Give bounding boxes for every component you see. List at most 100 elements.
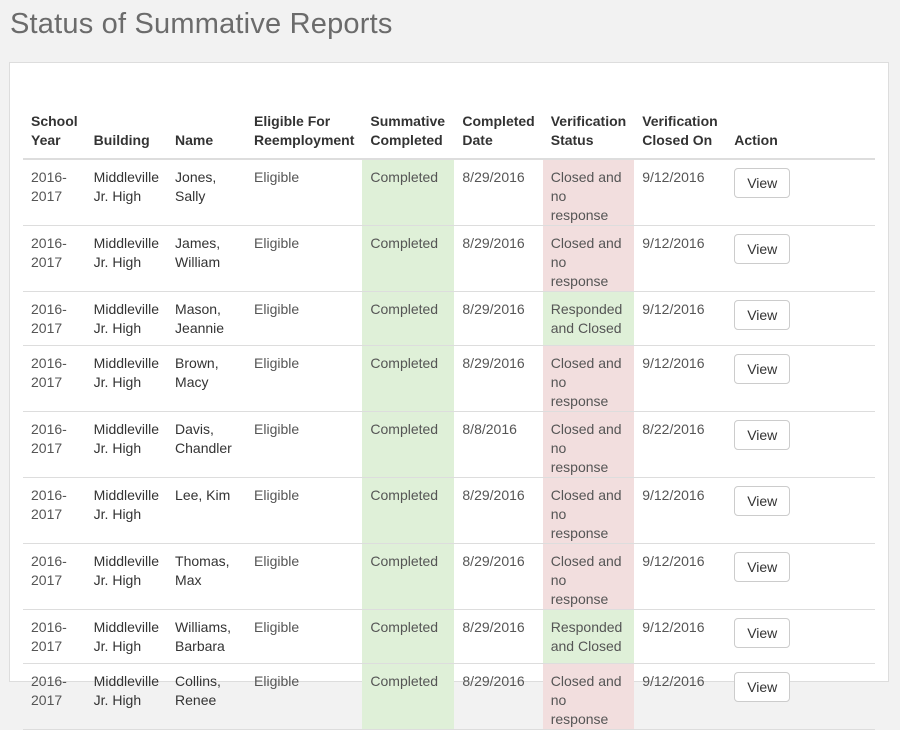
view-button[interactable]: View bbox=[734, 168, 791, 198]
cell-verification-status: Closed and no response bbox=[542, 225, 635, 292]
cell-completed-date: 8/29/2016 bbox=[454, 159, 543, 226]
cell-completed-date: 8/29/2016 bbox=[454, 609, 543, 664]
view-button[interactable]: View bbox=[734, 420, 791, 450]
header-verification-status[interactable]: Verification Status bbox=[542, 111, 635, 160]
cell-verification-closed-on: 9/12/2016 bbox=[634, 663, 727, 730]
cell-verification-status: Responded and Closed bbox=[542, 609, 635, 664]
page-title: Status of Summative Reports bbox=[10, 8, 393, 40]
cell-name: Lee, Kim bbox=[167, 477, 247, 544]
cell-name: Thomas, Max bbox=[167, 543, 247, 610]
view-button[interactable]: View bbox=[734, 300, 791, 330]
cell-verification-closed-on: 9/12/2016 bbox=[634, 543, 727, 610]
cell-school-year: 2016-2017 bbox=[23, 159, 86, 226]
header-summative-completed[interactable]: Summative Completed bbox=[362, 111, 455, 160]
table-header-row: School Year Building Name Eligible For R… bbox=[23, 111, 875, 160]
cell-summative-completed: Completed bbox=[362, 609, 455, 664]
cell-name: Williams, Barbara bbox=[167, 609, 247, 664]
cell-school-year: 2016-2017 bbox=[23, 663, 86, 730]
header-verification-closed-on[interactable]: Verification Closed On bbox=[634, 111, 727, 160]
cell-action: View bbox=[726, 225, 875, 292]
table-row: 2016-2017 Middleville Jr. High Collins, Re… bbox=[23, 663, 875, 730]
cell-building: Middleville Jr. High bbox=[85, 411, 168, 478]
cell-completed-date: 8/29/2016 bbox=[454, 291, 543, 346]
cell-summative-completed: Completed bbox=[362, 225, 455, 292]
cell-verification-status: Closed and no response bbox=[542, 543, 635, 610]
cell-verification-closed-on: 9/12/2016 bbox=[634, 477, 727, 544]
view-button[interactable]: View bbox=[734, 354, 791, 384]
cell-school-year: 2016-2017 bbox=[23, 543, 86, 610]
cell-building: Middleville Jr. High bbox=[85, 663, 168, 730]
cell-eligible: Eligible bbox=[246, 477, 363, 544]
cell-verification-status: Closed and no response bbox=[542, 477, 635, 544]
view-button[interactable]: View bbox=[734, 552, 791, 582]
cell-building: Middleville Jr. High bbox=[85, 159, 168, 226]
cell-school-year: 2016-2017 bbox=[23, 291, 86, 346]
view-button[interactable]: View bbox=[734, 234, 791, 264]
cell-summative-completed: Completed bbox=[362, 663, 455, 730]
cell-completed-date: 8/29/2016 bbox=[454, 345, 543, 412]
cell-building: Middleville Jr. High bbox=[85, 291, 168, 346]
cell-school-year: 2016-2017 bbox=[23, 411, 86, 478]
cell-name: Mason, Jeannie bbox=[167, 291, 247, 346]
view-button[interactable]: View bbox=[734, 618, 791, 648]
view-button[interactable]: View bbox=[734, 672, 791, 702]
cell-building: Middleville Jr. High bbox=[85, 345, 168, 412]
cell-eligible: Eligible bbox=[246, 159, 363, 226]
cell-eligible: Eligible bbox=[246, 291, 363, 346]
cell-name: Collins, Renee bbox=[167, 663, 247, 730]
table-row: 2016-2017 Middleville Jr. High Mason, Jean… bbox=[23, 291, 875, 346]
header-eligible[interactable]: Eligible For Reemployment bbox=[246, 111, 363, 160]
cell-building: Middleville Jr. High bbox=[85, 477, 168, 544]
cell-verification-status: Closed and no response bbox=[542, 159, 635, 226]
cell-summative-completed: Completed bbox=[362, 291, 455, 346]
cell-eligible: Eligible bbox=[246, 663, 363, 730]
table-row: 2016-2017 Middleville Jr. High Davis, Chan… bbox=[23, 411, 875, 478]
cell-eligible: Eligible bbox=[246, 225, 363, 292]
cell-name: Jones, Sally bbox=[167, 159, 247, 226]
cell-action: View bbox=[726, 609, 875, 664]
cell-name: Davis, Chandler bbox=[167, 411, 247, 478]
cell-verification-status: Closed and no response bbox=[542, 411, 635, 478]
cell-school-year: 2016-2017 bbox=[23, 345, 86, 412]
view-button[interactable]: View bbox=[734, 486, 791, 516]
cell-action: View bbox=[726, 291, 875, 346]
cell-summative-completed: Completed bbox=[362, 477, 455, 544]
header-name[interactable]: Name bbox=[167, 111, 247, 160]
cell-action: View bbox=[726, 663, 875, 730]
cell-verification-closed-on: 9/12/2016 bbox=[634, 225, 727, 292]
cell-school-year: 2016-2017 bbox=[23, 477, 86, 544]
cell-verification-closed-on: 9/12/2016 bbox=[634, 159, 727, 226]
header-building[interactable]: Building bbox=[85, 111, 168, 160]
cell-eligible: Eligible bbox=[246, 411, 363, 478]
header-completed-date[interactable]: Completed Date bbox=[454, 111, 543, 160]
cell-eligible: Eligible bbox=[246, 543, 363, 610]
cell-action: View bbox=[726, 159, 875, 226]
cell-completed-date: 8/29/2016 bbox=[454, 225, 543, 292]
cell-completed-date: 8/29/2016 bbox=[454, 477, 543, 544]
cell-summative-completed: Completed bbox=[362, 345, 455, 412]
cell-verification-closed-on: 9/12/2016 bbox=[634, 345, 727, 412]
cell-verification-closed-on: 9/12/2016 bbox=[634, 291, 727, 346]
cell-completed-date: 8/29/2016 bbox=[454, 663, 543, 730]
cell-completed-date: 8/29/2016 bbox=[454, 543, 543, 610]
header-action: Action bbox=[726, 111, 875, 160]
cell-summative-completed: Completed bbox=[362, 411, 455, 478]
cell-summative-completed: Completed bbox=[362, 543, 455, 610]
table-row: 2016-2017 Middleville Jr. High Thomas, Max… bbox=[23, 543, 875, 610]
cell-eligible: Eligible bbox=[246, 609, 363, 664]
table-row: 2016-2017 Middleville Jr. High Jones, Sall… bbox=[23, 159, 875, 226]
header-school-year[interactable]: School Year bbox=[23, 111, 86, 160]
summative-reports-table: School Year Building Name Eligible For R… bbox=[23, 111, 875, 730]
cell-verification-closed-on: 9/12/2016 bbox=[634, 609, 727, 664]
cell-name: James, William bbox=[167, 225, 247, 292]
cell-action: View bbox=[726, 411, 875, 478]
cell-building: Middleville Jr. High bbox=[85, 543, 168, 610]
cell-school-year: 2016-2017 bbox=[23, 609, 86, 664]
cell-school-year: 2016-2017 bbox=[23, 225, 86, 292]
cell-eligible: Eligible bbox=[246, 345, 363, 412]
table-row: 2016-2017 Middleville Jr. High James, Will… bbox=[23, 225, 875, 292]
cell-action: View bbox=[726, 543, 875, 610]
cell-verification-status: Responded and Closed bbox=[542, 291, 635, 346]
table-row: 2016-2017 Middleville Jr. High Williams, B… bbox=[23, 609, 875, 664]
cell-verification-status: Closed and no response bbox=[542, 345, 635, 412]
